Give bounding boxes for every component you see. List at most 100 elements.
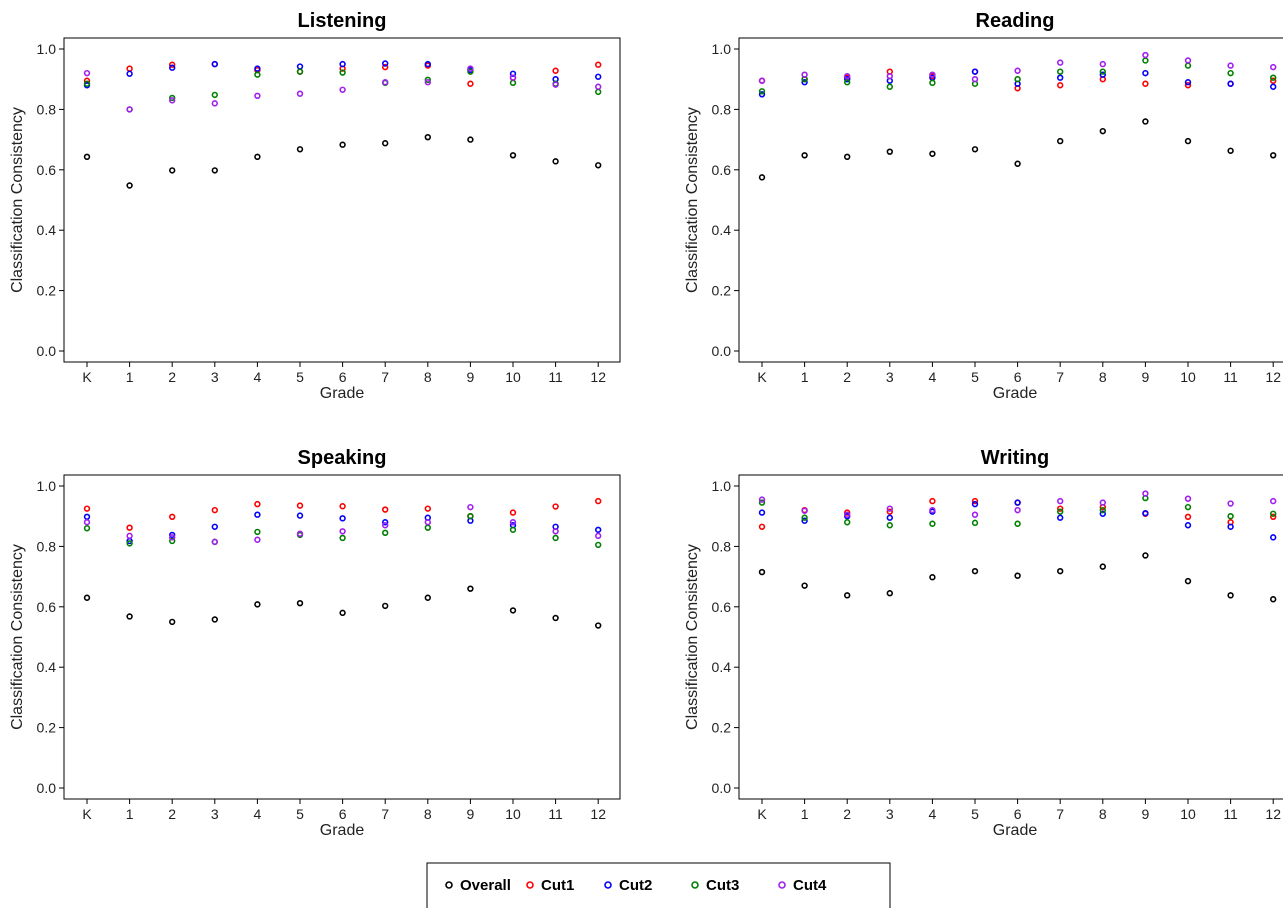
point-cut2-3 bbox=[211, 523, 219, 530]
y-tick-label: 0.4 bbox=[712, 222, 732, 238]
point-cut3-4 bbox=[929, 520, 936, 527]
y-tick-label: 0.8 bbox=[37, 101, 57, 117]
x-tick-label: 3 bbox=[886, 806, 894, 822]
y-tick-label: 0.6 bbox=[37, 162, 57, 178]
series-overall bbox=[83, 585, 602, 629]
point-cut2-6 bbox=[339, 60, 346, 68]
point-cut4-7 bbox=[1056, 59, 1064, 66]
y-tick-label: 1.0 bbox=[37, 478, 57, 494]
point-cut1-k bbox=[83, 505, 91, 512]
point-cut3-2 bbox=[843, 79, 851, 86]
point-cut2-8 bbox=[1099, 510, 1107, 517]
point-cut1-12 bbox=[594, 61, 602, 68]
point-cut4-11 bbox=[552, 81, 559, 88]
point-cut4-3 bbox=[211, 100, 219, 107]
point-cut3-k bbox=[758, 499, 766, 506]
point-cut4-7 bbox=[382, 522, 389, 529]
chart-title: Listening bbox=[298, 10, 387, 32]
point-cut4-10 bbox=[509, 74, 517, 81]
point-cut4-6 bbox=[1014, 506, 1021, 514]
point-cut1-4 bbox=[929, 497, 936, 505]
x-tick-label: 3 bbox=[211, 369, 219, 385]
x-tick-label: 10 bbox=[1180, 369, 1196, 385]
point-cut4-10 bbox=[1184, 57, 1192, 64]
point-cut2-4 bbox=[254, 511, 261, 518]
point-overall-11 bbox=[552, 614, 559, 622]
y-tick-label: 0.0 bbox=[37, 780, 57, 796]
point-overall-2 bbox=[169, 167, 176, 174]
point-cut2-5 bbox=[296, 512, 304, 519]
point-cut4-4 bbox=[929, 71, 936, 78]
x-tick-label: 10 bbox=[505, 806, 521, 822]
y-tick-label: 0.2 bbox=[712, 283, 732, 299]
x-tick-label: 10 bbox=[1180, 806, 1196, 822]
x-tick-label: 8 bbox=[424, 369, 432, 385]
y-tick-label: 0.8 bbox=[712, 101, 732, 117]
point-cut3-3 bbox=[886, 83, 893, 90]
series-cut2 bbox=[758, 499, 1277, 541]
point-cut2-9 bbox=[1142, 509, 1149, 517]
point-cut3-10 bbox=[1184, 503, 1192, 511]
point-cut2-10 bbox=[1184, 79, 1192, 86]
point-cut1-11 bbox=[552, 503, 559, 510]
point-cut1-10 bbox=[1184, 82, 1192, 89]
y-tick-label: 0.6 bbox=[37, 599, 57, 615]
point-cut1-11 bbox=[552, 67, 559, 74]
point-overall-10 bbox=[509, 152, 517, 159]
point-cut4-9 bbox=[467, 65, 474, 72]
point-cut3-6 bbox=[1014, 520, 1021, 527]
point-cut4-6 bbox=[1014, 67, 1021, 74]
point-cut2-6 bbox=[1014, 499, 1021, 506]
point-overall-1 bbox=[801, 582, 808, 589]
x-tick-label: 1 bbox=[126, 369, 134, 385]
point-cut4-4 bbox=[254, 92, 261, 100]
point-cut1-12 bbox=[1269, 513, 1277, 521]
point-cut2-1 bbox=[126, 70, 133, 77]
point-cut2-2 bbox=[843, 75, 851, 83]
point-cut3-9 bbox=[1142, 57, 1149, 64]
x-tick-label: 8 bbox=[1099, 369, 1107, 385]
series-overall bbox=[758, 118, 1277, 181]
point-overall-5 bbox=[296, 146, 304, 153]
point-cut3-3 bbox=[211, 91, 219, 99]
point-cut1-9 bbox=[1142, 80, 1149, 87]
y-tick-label: 0.4 bbox=[712, 659, 732, 675]
legend-marker-cut2 bbox=[604, 881, 612, 889]
point-cut4-k bbox=[83, 519, 91, 526]
series-cut2 bbox=[83, 511, 602, 545]
point-cut3-8 bbox=[424, 524, 431, 531]
series-cut3 bbox=[83, 68, 602, 113]
point-cut4-10 bbox=[1184, 495, 1192, 502]
point-overall-6 bbox=[1014, 160, 1021, 167]
x-tick-label: 12 bbox=[1265, 369, 1281, 385]
plot-border bbox=[738, 474, 1283, 800]
x-tick-label: 5 bbox=[296, 369, 304, 385]
series-overall bbox=[83, 133, 602, 189]
point-overall-2 bbox=[169, 618, 176, 626]
point-cut4-3 bbox=[886, 505, 893, 512]
point-cut3-8 bbox=[1099, 506, 1107, 514]
point-overall-4 bbox=[929, 574, 936, 581]
point-cut4-5 bbox=[971, 75, 979, 83]
point-cut2-5 bbox=[971, 500, 979, 508]
point-cut3-6 bbox=[1014, 75, 1021, 83]
point-cut1-5 bbox=[971, 497, 979, 505]
point-overall-5 bbox=[971, 146, 979, 153]
x-tick-label: K bbox=[82, 806, 92, 822]
point-cut4-1 bbox=[126, 532, 133, 540]
x-tick-label: 2 bbox=[843, 806, 851, 822]
point-cut4-1 bbox=[801, 71, 808, 78]
point-cut4-3 bbox=[211, 538, 219, 546]
point-overall-5 bbox=[971, 567, 979, 575]
point-cut4-2 bbox=[843, 72, 851, 80]
point-cut3-12 bbox=[594, 88, 602, 96]
point-cut1-6 bbox=[339, 503, 346, 510]
series-overall bbox=[758, 552, 1277, 603]
point-cut2-6 bbox=[339, 515, 346, 522]
x-tick-label: K bbox=[757, 806, 767, 822]
point-overall-6 bbox=[339, 609, 346, 617]
point-cut2-12 bbox=[594, 73, 602, 80]
x-tick-label: 7 bbox=[1056, 806, 1064, 822]
